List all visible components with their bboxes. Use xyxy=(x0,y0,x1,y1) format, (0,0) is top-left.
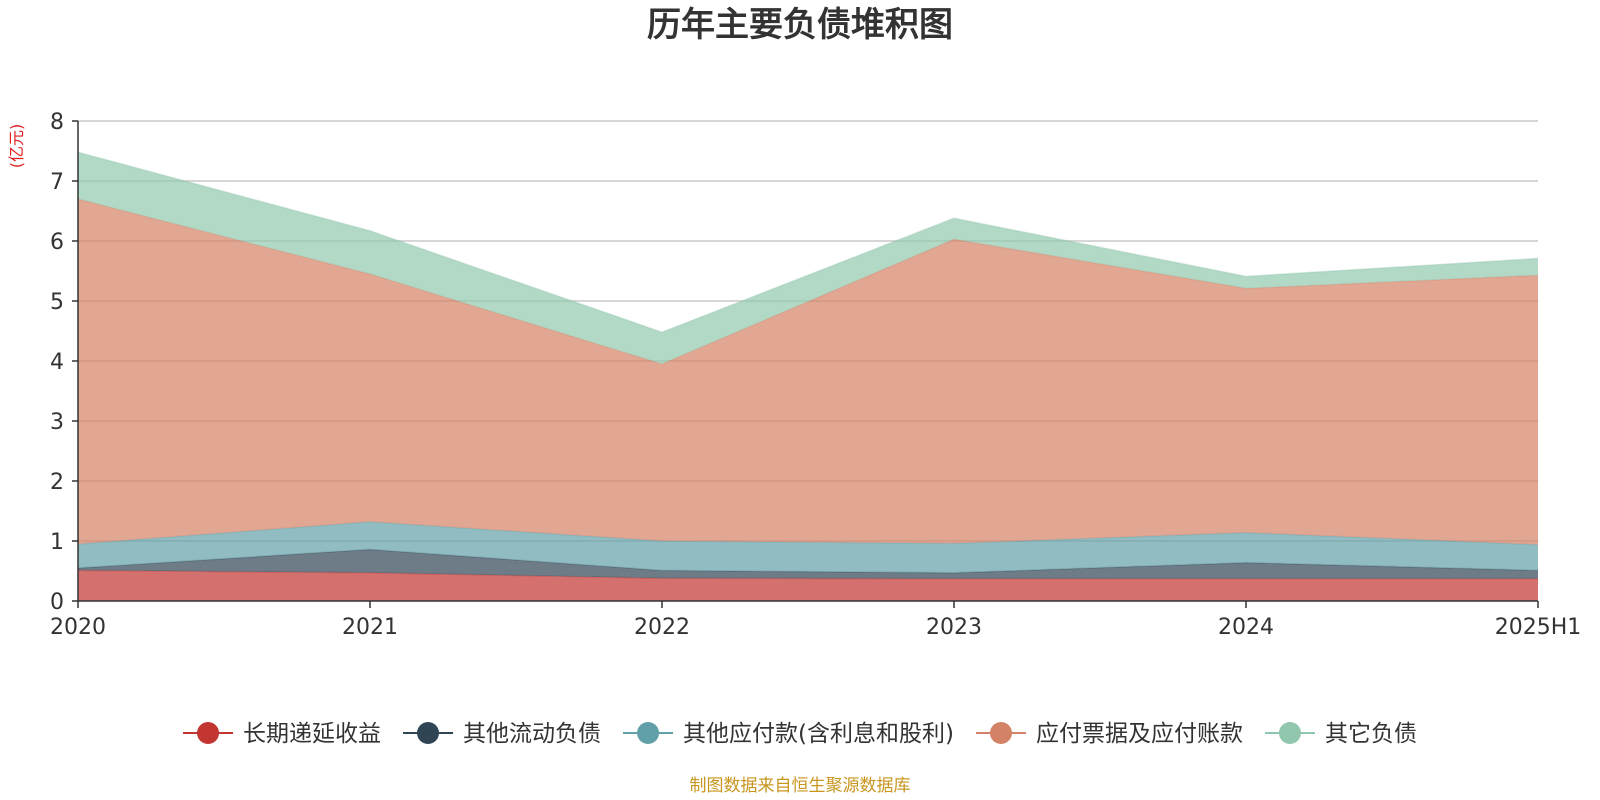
legend-item: 其它负债 xyxy=(1264,721,1417,747)
series-area-5 xyxy=(78,152,1538,364)
series-area-1 xyxy=(78,570,1538,601)
series-area-4 xyxy=(78,199,1538,545)
legend-marker xyxy=(989,722,1012,744)
y-tick-label: 3 xyxy=(50,410,64,435)
y-tick-label: 0 xyxy=(50,590,64,615)
legend-label: 其他流动负债 xyxy=(463,721,601,747)
legend-marker xyxy=(637,722,660,744)
legend-marker xyxy=(1278,722,1301,744)
x-tick-label: 2023 xyxy=(926,615,982,640)
legend-label: 其他应付款(含利息和股利) xyxy=(683,721,954,747)
x-tick-label: 2021 xyxy=(342,615,398,640)
y-tick-label: 7 xyxy=(50,170,64,195)
series-line-5 xyxy=(77,151,1539,333)
y-tick-label: 6 xyxy=(50,230,64,255)
series-area-2 xyxy=(78,549,1538,579)
axes: 0 1 2 3 4 5 6 7 8 2020 2021 2022 2023 2024 2025H1 xyxy=(50,110,1581,640)
y-tick-label: 1 xyxy=(50,530,64,555)
y-tick-label: 5 xyxy=(50,290,64,315)
legend-label: 其它负债 xyxy=(1325,721,1417,747)
x-tick-label: 2024 xyxy=(1218,615,1274,640)
legend: 长期递延收益 其他流动负债 其他应付款(含利息和股利) 应付票据及应付账款 其它负债 xyxy=(183,721,1417,747)
legend-marker xyxy=(417,722,440,744)
y-tick-label: 4 xyxy=(50,350,64,375)
series-areas xyxy=(77,151,1539,601)
legend-label: 应付票据及应付账款 xyxy=(1036,721,1243,747)
series-area-3 xyxy=(78,521,1538,573)
x-tick-label: 2022 xyxy=(634,615,690,640)
y-tick-label: 2 xyxy=(50,470,64,495)
chart-title: 历年主要负债堆积图 xyxy=(647,5,953,45)
legend-item: 应付票据及应付账款 xyxy=(975,721,1243,747)
legend-marker xyxy=(197,722,220,744)
x-tick-label: 2025H1 xyxy=(1495,615,1582,640)
legend-item: 其他流动负债 xyxy=(403,721,601,747)
legend-item: 长期递延收益 xyxy=(183,721,381,747)
x-tick-label: 2020 xyxy=(50,615,106,640)
source-note: 制图数据来自恒生聚源数据库 xyxy=(690,776,911,796)
y-tick-label: 8 xyxy=(50,110,64,135)
legend-label: 长期递延收益 xyxy=(243,721,381,747)
y-axis-unit-label: (亿元) xyxy=(7,124,26,169)
legend-item: 其他应付款(含利息和股利) xyxy=(623,721,954,747)
